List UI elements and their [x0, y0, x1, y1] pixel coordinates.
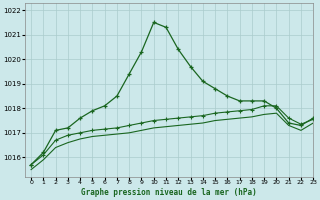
X-axis label: Graphe pression niveau de la mer (hPa): Graphe pression niveau de la mer (hPa) [81, 188, 257, 197]
